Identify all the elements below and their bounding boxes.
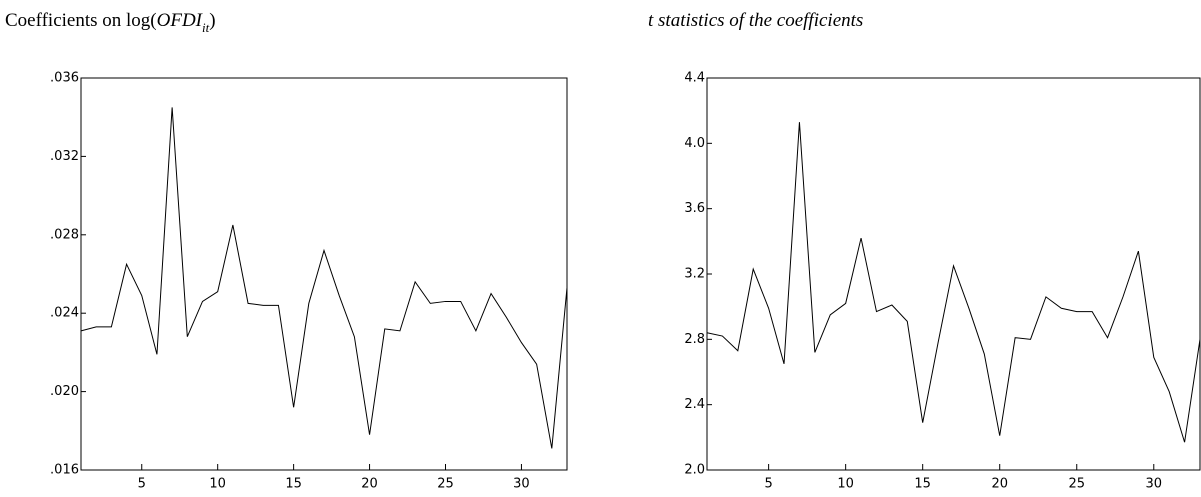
title-part: OFDI — [157, 10, 204, 31]
x-tick-label: 15 — [914, 477, 931, 492]
y-tick-label: 2.0 — [684, 463, 705, 478]
x-tick-label: 30 — [513, 477, 530, 492]
title-part: statistics of the coefficients — [653, 10, 863, 31]
y-tick-label: 2.8 — [684, 332, 705, 347]
y-tick-label: 4.4 — [684, 71, 705, 86]
x-tick-label: 5 — [764, 477, 772, 492]
title-part: t — [648, 10, 654, 31]
y-tick-label: 3.6 — [684, 201, 705, 216]
x-tick-label: 30 — [1146, 477, 1163, 492]
x-tick-label: 20 — [361, 477, 378, 492]
x-tick-label: 10 — [209, 477, 226, 492]
title-part: ) — [209, 10, 215, 31]
title-part: Coefficients on log( — [5, 10, 157, 31]
chart-title: t statistics of the coefficients — [648, 10, 863, 31]
title-part: it — [202, 20, 210, 35]
plot-frame — [80, 77, 568, 471]
y-tick-label: 3.2 — [684, 267, 705, 282]
y-tick-label: .020 — [50, 384, 79, 399]
x-tick-label: 25 — [437, 477, 454, 492]
x-tick-label: 20 — [991, 477, 1008, 492]
data-line — [80, 107, 568, 449]
x-tick-label: 15 — [285, 477, 302, 492]
y-tick-label: .024 — [50, 306, 79, 321]
chart-title: Coefficients on log(OFDIit) — [5, 10, 216, 35]
y-tick-label: .032 — [50, 149, 79, 164]
y-tick-label: 2.4 — [684, 397, 705, 412]
x-tick-label: 5 — [138, 477, 146, 492]
plot-frame — [706, 77, 1201, 471]
y-tick-label: .036 — [50, 71, 79, 86]
y-tick-label: 4.0 — [684, 136, 705, 151]
x-tick-label: 10 — [837, 477, 854, 492]
y-tick-label: .028 — [50, 227, 79, 242]
y-tick-label: .016 — [50, 463, 79, 478]
data-line — [706, 122, 1201, 443]
x-tick-label: 25 — [1068, 477, 1085, 492]
